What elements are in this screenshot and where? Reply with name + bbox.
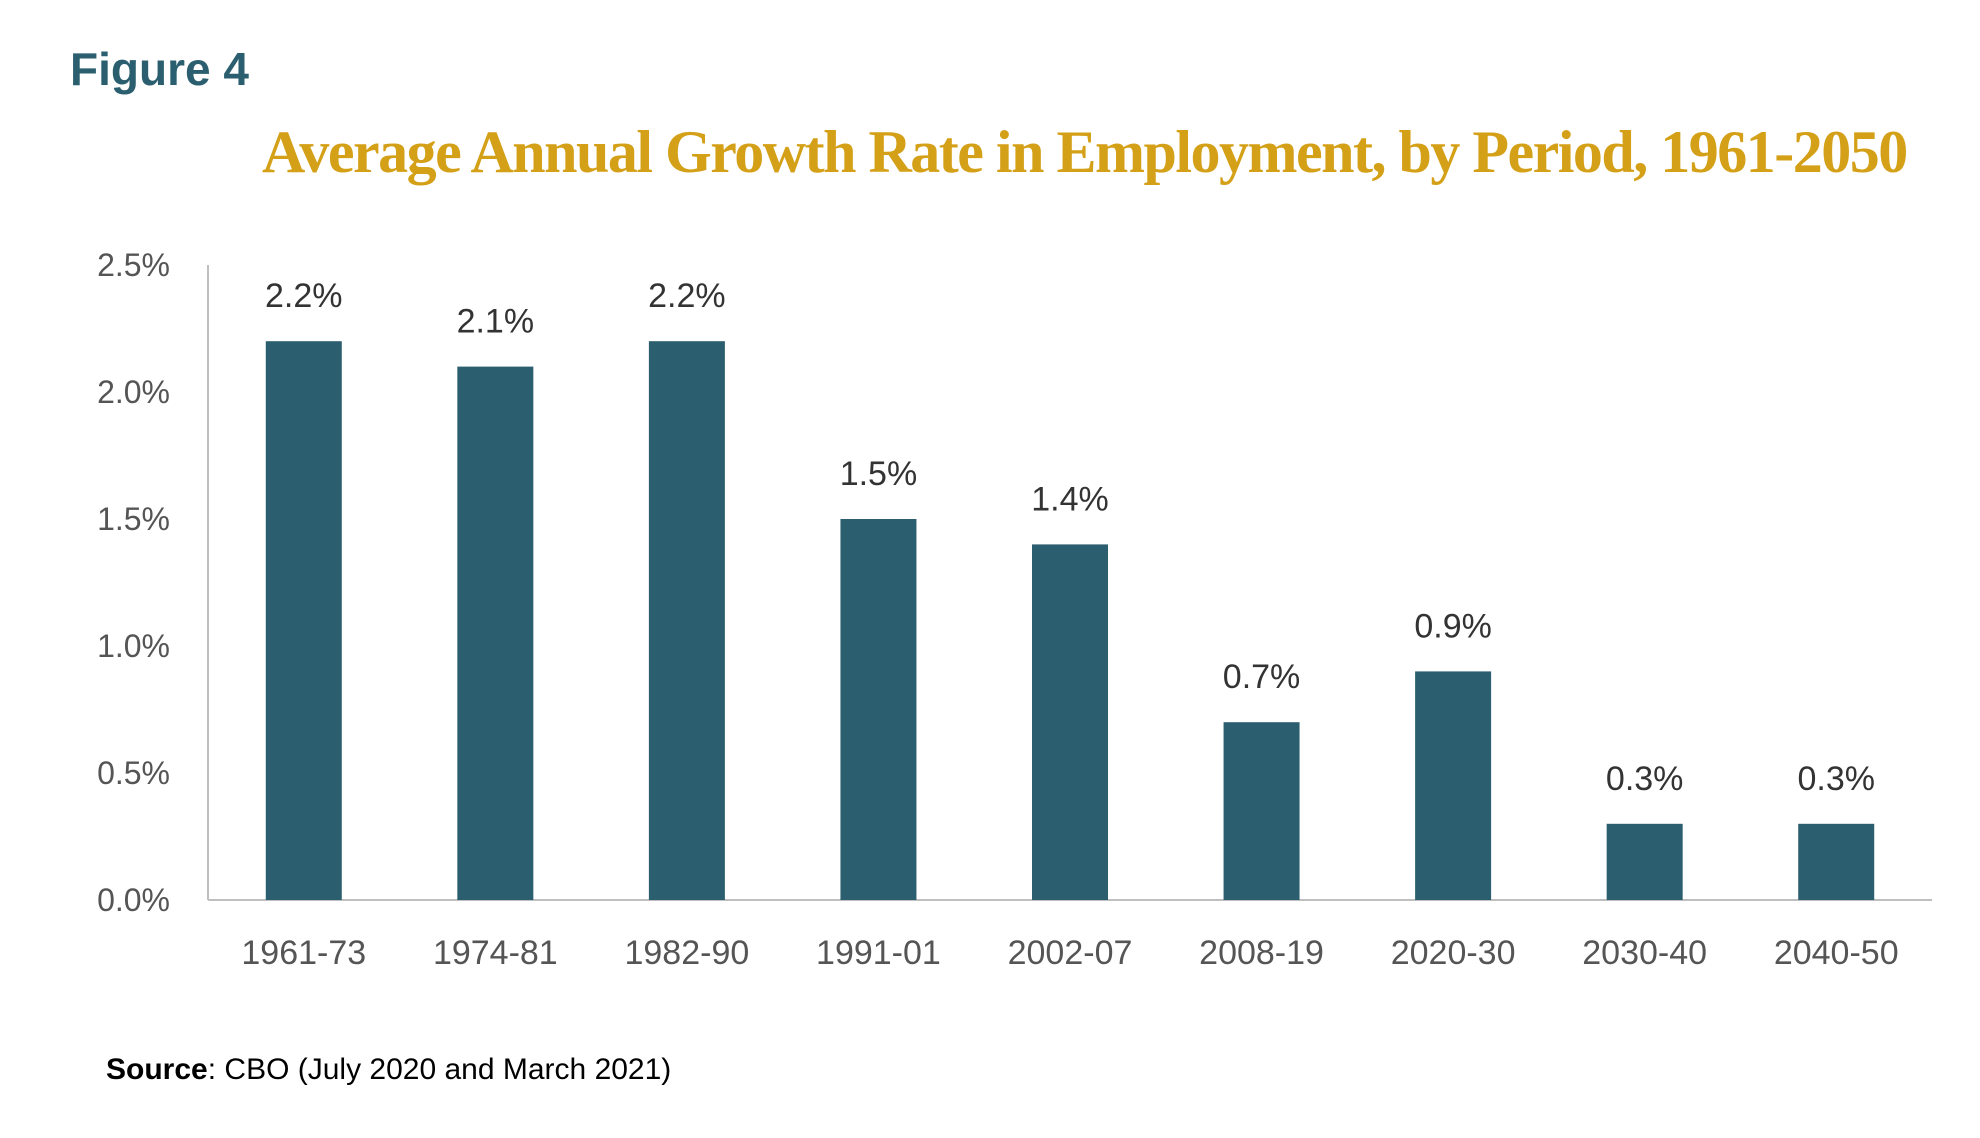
data-label-2040-50: 0.3% [1797,760,1875,798]
data-label-1991-01: 1.5% [840,455,918,493]
bar-2002-07 [1032,544,1108,900]
x-tick-label-1982-90: 1982-90 [624,934,749,972]
bar-1974-81 [457,366,534,901]
x-tick-label-2020-30: 2020-30 [1391,934,1516,972]
x-tick-label-2008-19: 2008-19 [1199,934,1324,972]
x-tick-label-1961-73: 1961-73 [241,934,366,972]
x-tick-label-1991-01: 1991-01 [816,934,941,972]
source-separator: : [207,1053,217,1086]
y-tick-label: 2.0% [97,374,170,410]
y-tick-label: 1.5% [97,501,170,537]
figure-label: Figure 4 [70,43,249,95]
data-label-2002-07: 1.4% [1031,480,1109,518]
y-tick-label: 2.5% [97,247,170,283]
x-tick-label-2030-40: 2030-40 [1582,934,1707,972]
bar-1982-90 [648,341,725,900]
bar-1961-73 [265,341,342,900]
x-tick-label-2040-50: 2040-50 [1774,934,1899,972]
y-tick-label: 0.0% [97,882,170,918]
bar-2008-19 [1223,722,1300,900]
data-label-2008-19: 0.7% [1223,658,1301,696]
data-label-1961-73: 2.2% [265,277,343,315]
bar-series [265,341,1875,901]
bar-2030-40 [1606,823,1683,900]
y-axis: 0.0% 0.5% 1.0% 1.5% 2.0% 2.5% [97,247,209,918]
x-tick-label-1974-81: 1974-81 [433,934,558,972]
source-label: Source [106,1053,208,1086]
source-note: Source: CBO (July 2020 and March 2021) [106,1053,671,1087]
x-tick-label-2002-07: 2002-07 [1008,934,1133,972]
data-label-2030-40: 0.3% [1606,760,1684,798]
data-label-2020-30: 0.9% [1414,607,1492,645]
y-tick-label: 0.5% [97,755,170,791]
source-text: CBO (July 2020 and March 2021) [216,1053,672,1086]
chart-title: Average Annual Growth Rate in Employment… [262,119,1908,185]
y-tick-label: 1.0% [97,628,170,664]
bar-1991-01 [840,519,917,900]
bar-2020-30 [1415,671,1492,900]
data-label-1982-90: 2.2% [648,277,726,315]
bar-2040-50 [1798,823,1875,900]
data-labels: 2.2% 2.1% 2.2% 1.5% 1.4% 0.7% 0.9% 0.3% 0.3% [265,277,1875,798]
data-label-1974-81: 2.1% [457,303,535,341]
x-axis: 1961-73 1974-81 1982-90 1991-01 2002-07 2008-… [208,899,1932,972]
